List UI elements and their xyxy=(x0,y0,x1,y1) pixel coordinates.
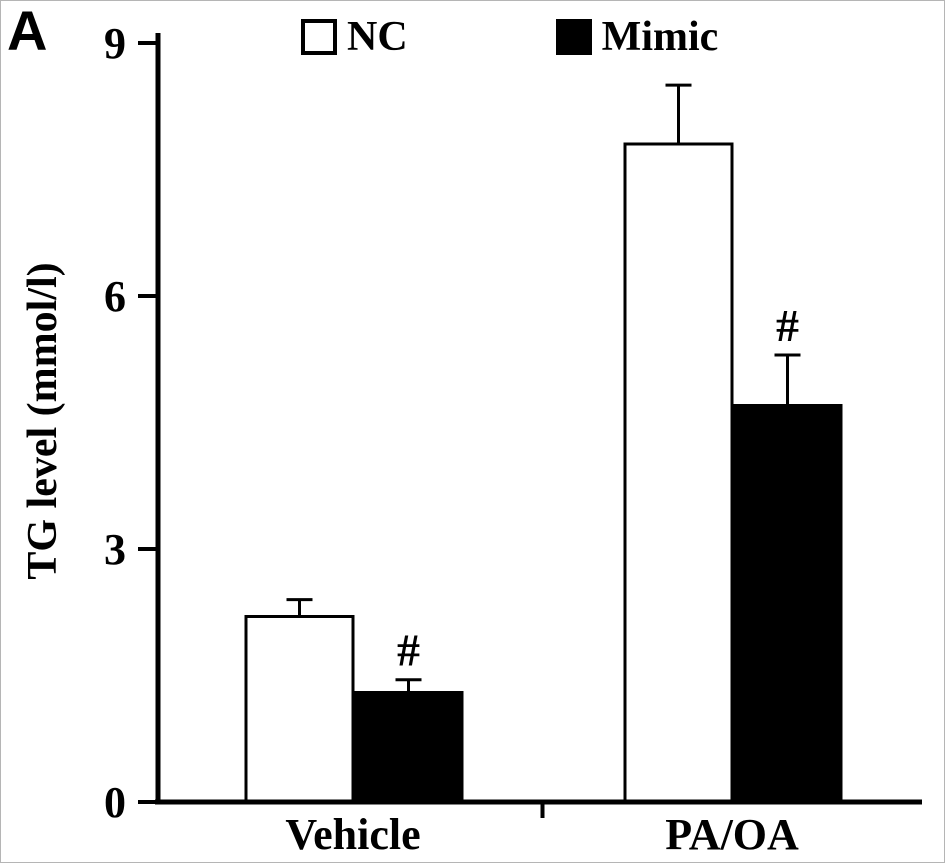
chart-legend: NC Mimic xyxy=(301,15,718,59)
y-tick-label: 0 xyxy=(104,778,126,827)
legend-label-nc: NC xyxy=(347,14,408,60)
legend-swatch-nc xyxy=(301,19,337,55)
panel-label: A xyxy=(7,0,48,62)
significance-marker: # xyxy=(397,625,420,676)
legend-item-mimic: Mimic xyxy=(555,14,719,60)
y-tick-label: 6 xyxy=(104,272,126,321)
bar-mimic-paoa xyxy=(732,404,843,804)
bar-nc-vehicle xyxy=(244,614,355,804)
bar-nc-paoa xyxy=(623,142,734,804)
x-category-label: Vehicle xyxy=(285,810,420,859)
bar-mimic-vehicle xyxy=(353,690,464,804)
legend-item-nc: NC xyxy=(301,15,408,59)
y-tick-label: 3 xyxy=(104,525,126,574)
legend-swatch-mimic xyxy=(555,19,592,55)
x-category-label: PA/OA xyxy=(665,810,799,859)
legend-label-mimic: Mimic xyxy=(601,14,719,60)
significance-marker: # xyxy=(776,300,799,351)
y-tick-label: 9 xyxy=(104,19,126,68)
